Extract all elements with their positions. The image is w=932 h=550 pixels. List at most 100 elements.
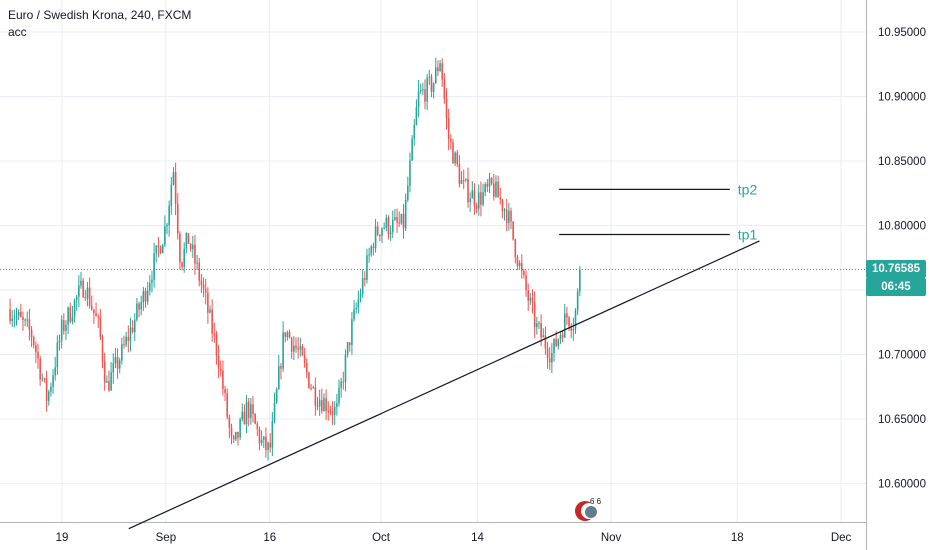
candle-body [50, 386, 52, 392]
candle-body [153, 253, 155, 280]
x-tick-label: 19 [56, 532, 69, 544]
candle-body [518, 262, 521, 267]
candle-body [536, 323, 538, 328]
candle-body [262, 436, 265, 440]
candle-body [372, 246, 375, 249]
candle-body [430, 76, 433, 92]
candle-body [355, 307, 358, 310]
candle-body [151, 279, 153, 283]
y-tick-label: 10.70000 [878, 350, 926, 362]
x-tick-label: Oct [372, 532, 391, 544]
candle-body [204, 288, 207, 293]
candle-body [321, 400, 323, 412]
candle-body [192, 244, 194, 250]
candle-body [13, 318, 16, 320]
candle-body [488, 178, 491, 187]
candle-body [280, 366, 282, 369]
candle-body [138, 303, 140, 310]
candle-body [82, 280, 84, 298]
x-tick-label: 18 [731, 532, 744, 544]
candle-body [428, 76, 431, 78]
candle-body [179, 233, 181, 263]
candle-body [269, 442, 272, 448]
candle-body [108, 381, 110, 391]
candle-body [305, 362, 308, 373]
candle-body [357, 299, 360, 308]
candle-body [230, 427, 233, 437]
candle-body [258, 429, 261, 444]
candle-body [579, 269, 581, 292]
candle-body [396, 216, 398, 223]
candle-body [456, 152, 459, 165]
candle-body [15, 315, 18, 319]
candle-body [146, 290, 149, 302]
x-tick-label: Sep [156, 532, 176, 544]
candle-body [486, 183, 489, 187]
author-logo-icon: 6 6 [575, 497, 602, 521]
candle-body [394, 216, 396, 220]
candle-body [187, 233, 190, 244]
candle-body [60, 320, 63, 341]
candle-body [265, 436, 267, 451]
candle-body [11, 318, 14, 321]
candle-body [467, 179, 469, 203]
candle-body [568, 317, 570, 327]
candle-body [454, 152, 456, 164]
candle-body [213, 333, 216, 335]
candle-body [422, 89, 424, 91]
candle-body [368, 254, 370, 256]
candle-body [164, 226, 166, 245]
candle-body [441, 63, 444, 80]
candle-body [88, 287, 91, 306]
candle-body [295, 345, 297, 349]
x-tick-label: Nov [601, 532, 622, 544]
candle-body [297, 348, 299, 350]
candle-body [63, 320, 65, 331]
candle-body [75, 296, 78, 301]
candle-body [381, 228, 383, 236]
candle-body [379, 234, 381, 236]
candle-body [523, 270, 525, 276]
candle-body [125, 336, 127, 345]
candle-body [566, 313, 568, 318]
candle-body [458, 164, 461, 184]
y-tick-label: 10.90000 [878, 92, 926, 104]
candle-body [183, 248, 186, 268]
candle-body [497, 181, 499, 198]
candle-body [503, 209, 506, 211]
y-tick-label: 10.95000 [878, 27, 926, 39]
candle-body [501, 199, 504, 211]
candle-body [84, 297, 87, 299]
candle-body [473, 190, 476, 206]
candle-body [308, 372, 310, 388]
candle-body [482, 192, 484, 205]
candle-body [312, 387, 315, 389]
candle-body [351, 319, 353, 345]
trendline [128, 240, 760, 530]
candle-body [247, 401, 250, 418]
candle-body [555, 338, 557, 347]
candle-body [299, 346, 302, 350]
candle-body [133, 319, 136, 333]
candle-body [366, 255, 368, 280]
candle-body [58, 340, 61, 343]
candle-body [26, 319, 29, 321]
candle-body [344, 354, 347, 383]
candle-body [544, 335, 547, 349]
candle-body [331, 411, 334, 415]
candle-body [275, 389, 278, 403]
candle-body [166, 225, 168, 227]
candle-body [32, 337, 35, 346]
candle-body [80, 280, 82, 286]
tp1-label: tp1 [738, 227, 758, 243]
candle-body [361, 278, 364, 295]
candle-body [209, 309, 211, 313]
x-tick-label: Dec [831, 532, 852, 544]
candle-body [417, 91, 420, 108]
candle-body [576, 291, 579, 311]
candle-body [41, 378, 44, 380]
candle-body [293, 345, 295, 352]
candle-body [540, 323, 542, 338]
candle-body [385, 217, 388, 228]
